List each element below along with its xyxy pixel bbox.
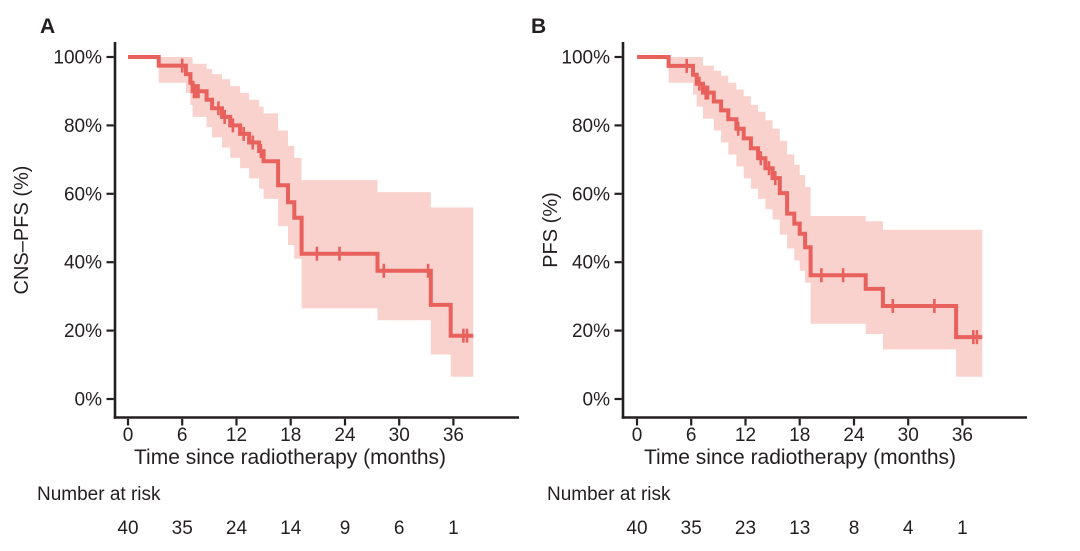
- x-tick-label-a: 12: [226, 425, 247, 446]
- risk-count-a: 9: [340, 518, 351, 539]
- y-axis-label-cns-pfs: CNS–PFS (%): [11, 165, 33, 295]
- y-tick-label-a: 60%: [64, 184, 102, 205]
- risk-count-a: 35: [172, 518, 193, 539]
- y-tick-label-a: 20%: [64, 321, 102, 342]
- confidence-band-a: [158, 57, 474, 377]
- x-tick-label-a: 6: [177, 425, 188, 446]
- panel-label-a: A: [40, 15, 56, 38]
- y-tick-label-b: 20%: [572, 321, 610, 342]
- risk-count-b: 13: [789, 518, 810, 539]
- x-tick-label-a: 0: [123, 425, 134, 446]
- y-tick-label-a: 0%: [75, 390, 103, 411]
- x-tick-label-a: 18: [280, 425, 301, 446]
- risk-count-b: 35: [681, 518, 702, 539]
- x-tick-label-a: 36: [443, 425, 464, 446]
- x-tick-label-b: 18: [789, 425, 810, 446]
- y-tick-label-a: 80%: [64, 116, 102, 137]
- x-tick-label-b: 24: [843, 425, 865, 446]
- risk-count-b: 23: [735, 518, 756, 539]
- risk-count-b: 8: [849, 518, 860, 539]
- x-tick-label-b: 30: [898, 425, 919, 446]
- x-tick-label-a: 24: [334, 425, 356, 446]
- risk-count-b: 4: [903, 518, 914, 539]
- y-tick-label-b: 80%: [572, 116, 610, 137]
- y-tick-label-b: 0%: [583, 390, 611, 411]
- y-axis-label-pfs: PFS (%): [540, 192, 562, 268]
- risk-count-a: 1: [448, 518, 459, 539]
- y-tick-label-b: 100%: [561, 48, 610, 69]
- x-tick-label-b: 36: [952, 425, 973, 446]
- y-tick-label-b: 60%: [572, 184, 610, 205]
- x-tick-label-b: 6: [686, 425, 697, 446]
- risk-count-b: 1: [957, 518, 968, 539]
- y-tick-label-b: 40%: [572, 253, 610, 274]
- risk-count-a: 40: [117, 518, 138, 539]
- risk-count-a: 6: [394, 518, 405, 539]
- panel-label-b: B: [531, 15, 547, 38]
- risk-count-b: 40: [626, 518, 647, 539]
- y-tick-label-a: 40%: [64, 253, 102, 274]
- number-at-risk-header-a: Number at risk: [37, 484, 161, 505]
- x-tick-label-b: 12: [735, 425, 756, 446]
- x-tick-label-b: 0: [632, 425, 643, 446]
- confidence-band-b: [668, 57, 983, 377]
- x-axis-label-b: Time since radiotherapy (months): [643, 446, 956, 469]
- risk-count-a: 24: [226, 518, 248, 539]
- x-tick-label-a: 30: [389, 425, 410, 446]
- x-axis-label-a: Time since radiotherapy (months): [133, 446, 446, 469]
- risk-count-a: 14: [280, 518, 302, 539]
- number-at-risk-header-b: Number at risk: [547, 484, 671, 505]
- y-tick-label-a: 100%: [53, 48, 102, 69]
